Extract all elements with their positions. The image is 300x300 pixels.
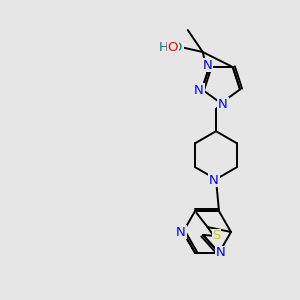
Text: N: N (176, 226, 186, 238)
Text: H: H (159, 40, 169, 53)
Text: HO: HO (163, 40, 183, 53)
Text: N: N (194, 84, 204, 97)
Text: N: N (218, 98, 228, 111)
Text: N: N (202, 58, 212, 71)
Text: S: S (212, 229, 221, 242)
Text: N: N (209, 174, 219, 187)
Text: N: N (216, 246, 226, 259)
Text: O: O (167, 40, 178, 53)
